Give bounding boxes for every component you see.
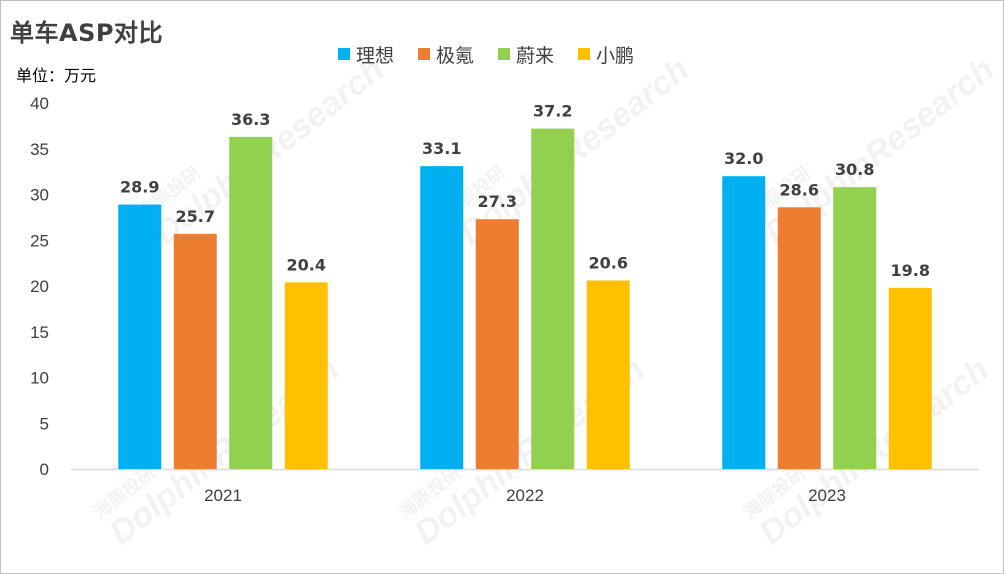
y-tick-label: 0: [40, 460, 49, 479]
bar: [475, 219, 519, 469]
bar: [531, 128, 575, 469]
data-label: 28.9: [120, 178, 159, 197]
data-label: 20.6: [589, 254, 628, 273]
chart-title: 单车ASP对比: [10, 19, 163, 47]
y-tick-label: 5: [40, 414, 49, 433]
legend-swatch: [418, 48, 431, 60]
y-tick-label: 40: [30, 94, 49, 113]
legend-swatch: [498, 48, 511, 60]
bar: [284, 282, 328, 469]
legend-label: 极氪: [436, 44, 475, 67]
bar: [118, 204, 162, 469]
legend-item-lixiang: 理想: [338, 41, 394, 68]
legend-label: 理想: [356, 44, 395, 67]
bar: [777, 207, 821, 469]
unit-label: 单位：万元: [16, 66, 97, 85]
legend-swatch: [338, 48, 350, 60]
bars: [118, 128, 932, 470]
data-labels: 28.9 25.7 36.3 20.4 33.1 27.3 37.2 20.6 32.0 28.6…: [120, 102, 930, 280]
legend-item-nio: 蔚来: [498, 41, 554, 68]
bar: [420, 166, 464, 469]
x-tick-label: 2022: [506, 486, 544, 505]
bar: [586, 280, 630, 469]
axes: 0 5 10 15 20 25 30 35 40 2021 2022 2023: [30, 94, 979, 505]
y-tick-label: 10: [30, 369, 49, 388]
bar: [888, 287, 932, 469]
data-label: 30.8: [835, 160, 874, 179]
data-label: 36.3: [231, 110, 270, 129]
data-label: 32.0: [724, 149, 763, 168]
data-label: 27.3: [478, 192, 517, 211]
legend: 理想 极氪 蔚来 小鹏: [338, 41, 634, 68]
data-label: 25.7: [176, 207, 215, 226]
legend-item-zeekr: 极氪: [418, 41, 474, 68]
data-label: 33.1: [422, 139, 461, 158]
bar: [173, 233, 217, 469]
legend-label: 小鹏: [596, 44, 635, 67]
data-label: 37.2: [533, 102, 572, 121]
bar: [833, 187, 877, 469]
y-tick-label: 15: [30, 323, 49, 342]
y-tick-label: 35: [30, 140, 49, 159]
y-tick-label: 25: [30, 231, 49, 250]
data-label: 28.6: [780, 180, 819, 199]
legend-swatch: [578, 48, 591, 60]
bar: [229, 136, 273, 470]
legend-item-xpeng: 小鹏: [578, 41, 634, 68]
y-tick-label: 20: [30, 277, 49, 296]
data-label: 20.4: [287, 255, 326, 274]
data-label: 19.8: [891, 261, 930, 280]
y-tick-label: 30: [30, 186, 49, 205]
legend-label: 蔚来: [516, 44, 555, 67]
x-tick-label: 2023: [808, 486, 846, 505]
x-tick-label: 2021: [204, 486, 242, 505]
bar: [722, 176, 766, 469]
